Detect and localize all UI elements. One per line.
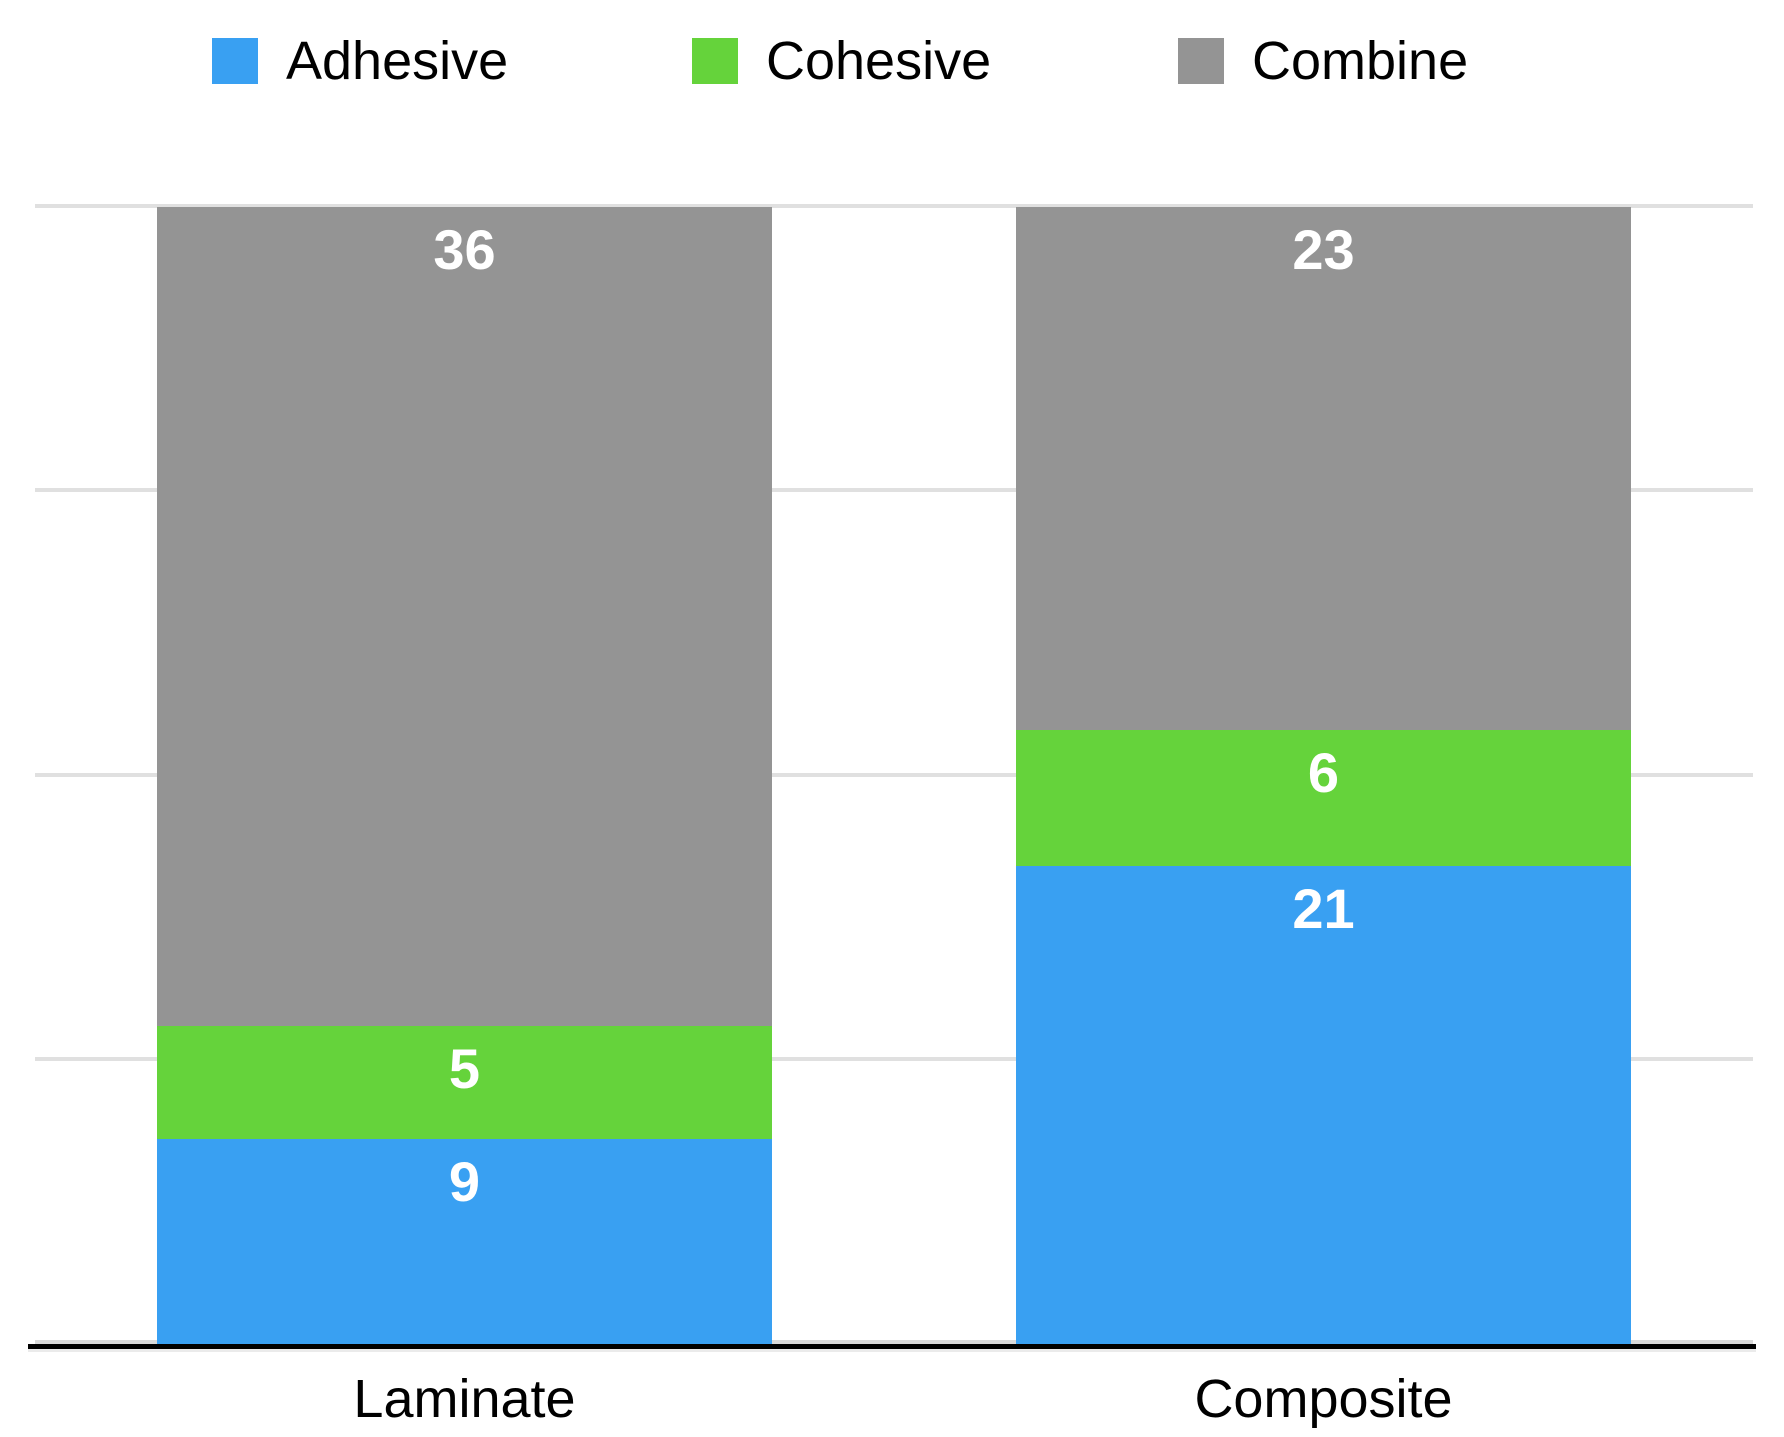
value-label-adhesive-composite: 21 — [1292, 877, 1355, 941]
value-label-combine-laminate: 36 — [433, 218, 496, 282]
x-axis-label-laminate: Laminate — [353, 1369, 576, 1429]
bar-composite: 23 6 21 — [1016, 207, 1631, 1344]
gridline — [35, 204, 1753, 208]
x-axis-line — [28, 1344, 1756, 1349]
legend-label-adhesive: Adhesive — [286, 31, 509, 91]
segment-combine-composite: 23 — [1016, 207, 1631, 731]
bar-laminate: 36 5 9 — [157, 207, 772, 1344]
segment-combine-laminate: 36 — [157, 207, 772, 1026]
zero-gridline — [35, 1340, 1753, 1344]
legend-item-cohesive: Cohesive — [692, 31, 992, 91]
segment-cohesive-laminate: 5 — [157, 1025, 772, 1140]
gridline — [35, 488, 1753, 492]
legend-label-cohesive: Cohesive — [766, 31, 992, 91]
legend-swatch-adhesive-icon — [212, 38, 258, 84]
value-label-adhesive-laminate: 9 — [448, 1150, 481, 1214]
value-label-combine-composite: 23 — [1292, 218, 1355, 282]
segment-cohesive-composite: 6 — [1016, 730, 1631, 867]
legend-swatch-cohesive-icon — [692, 38, 738, 84]
x-axis-label-composite: Composite — [1194, 1369, 1453, 1429]
value-label-cohesive-laminate: 5 — [448, 1036, 481, 1100]
gridline — [35, 773, 1753, 777]
segment-adhesive-laminate: 9 — [157, 1139, 772, 1344]
gridline — [35, 1057, 1753, 1061]
legend-item-combine: Combine — [1178, 31, 1469, 91]
legend-swatch-combine-icon — [1178, 38, 1224, 84]
legend-label-combine: Combine — [1252, 31, 1469, 91]
x-axis-shadow — [28, 1349, 1756, 1352]
segment-adhesive-composite: 21 — [1016, 866, 1631, 1344]
value-label-cohesive-composite: 6 — [1307, 741, 1340, 805]
legend-item-adhesive: Adhesive — [212, 31, 509, 91]
